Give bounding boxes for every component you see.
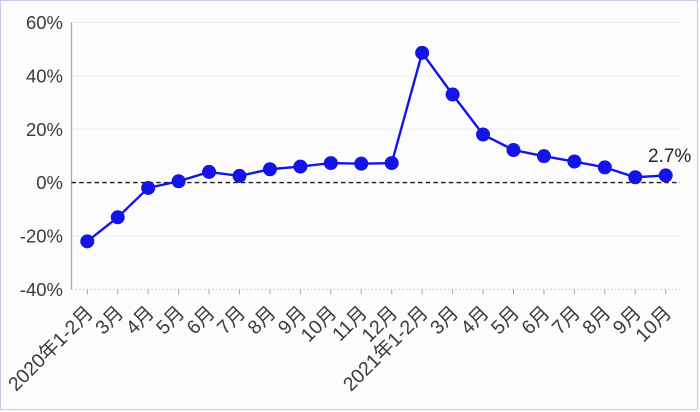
svg-text:20%: 20% xyxy=(26,119,63,140)
svg-text:4月: 4月 xyxy=(122,302,159,339)
svg-text:6月: 6月 xyxy=(183,302,220,339)
svg-text:5月: 5月 xyxy=(487,302,524,339)
svg-text:7月: 7月 xyxy=(548,302,585,339)
svg-text:8月: 8月 xyxy=(578,302,615,339)
svg-text:3月: 3月 xyxy=(426,302,463,339)
svg-text:5月: 5月 xyxy=(152,302,189,339)
svg-text:-20%: -20% xyxy=(20,226,63,247)
svg-text:4月: 4月 xyxy=(457,302,494,339)
svg-text:40%: 40% xyxy=(26,66,63,87)
svg-text:10月: 10月 xyxy=(632,302,677,347)
svg-text:60%: 60% xyxy=(26,12,63,33)
svg-text:8月: 8月 xyxy=(243,302,280,339)
svg-text:2020年1-2月: 2020年1-2月 xyxy=(4,302,98,396)
svg-text:0%: 0% xyxy=(36,172,63,193)
svg-text:6月: 6月 xyxy=(517,302,554,339)
svg-text:7月: 7月 xyxy=(213,302,250,339)
svg-text:3月: 3月 xyxy=(91,302,128,339)
svg-text:-40%: -40% xyxy=(20,279,63,300)
svg-text:2.7%: 2.7% xyxy=(648,146,691,167)
